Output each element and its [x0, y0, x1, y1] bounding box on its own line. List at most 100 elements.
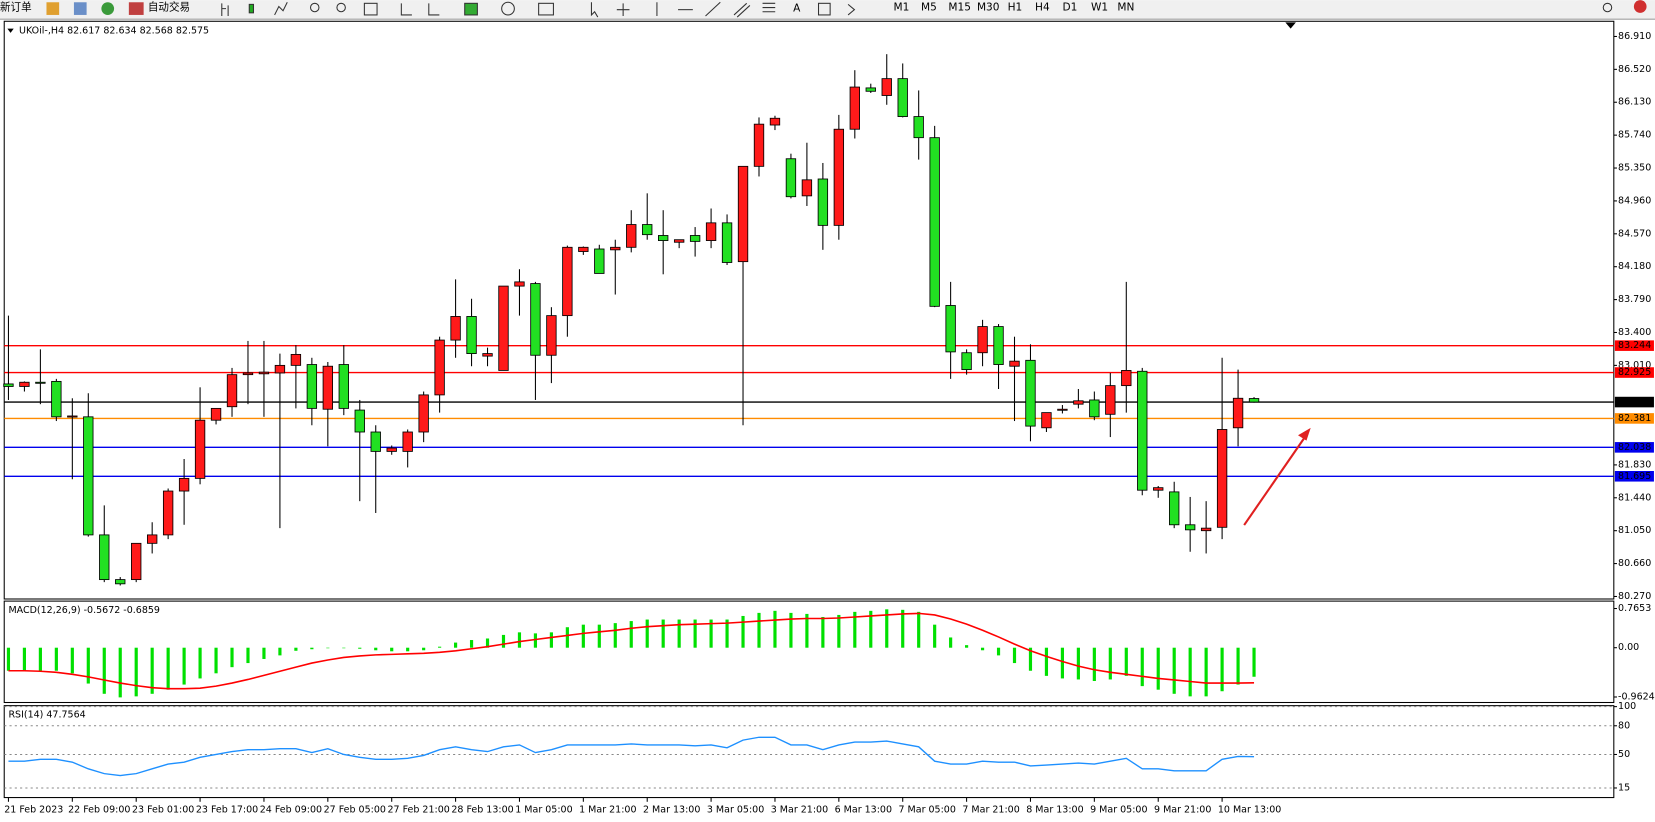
icon[interactable] — [101, 2, 115, 15]
candle-icon[interactable] — [248, 3, 255, 14]
candle-body — [482, 353, 493, 357]
period-button[interactable]: W1 — [1091, 2, 1108, 14]
candle-body — [402, 431, 413, 452]
macd-bar — [885, 609, 889, 648]
macd-bar — [933, 624, 937, 648]
macd-bar — [1028, 647, 1033, 671]
fibo-icon[interactable] — [762, 2, 776, 13]
x-tick-label: 7 Mar 05:00 — [898, 805, 955, 816]
candle-body — [626, 224, 637, 248]
macd-bar — [1252, 647, 1256, 677]
notification-badge[interactable] — [1633, 0, 1647, 13]
candle-body — [146, 534, 158, 544]
label-icon[interactable] — [817, 2, 831, 16]
macd-bar — [326, 647, 330, 649]
period-button[interactable]: MN — [1117, 2, 1134, 14]
period-button[interactable]: M5 — [921, 2, 937, 14]
candle-body — [1041, 412, 1052, 429]
candle-body — [705, 222, 717, 241]
period-button[interactable]: D1 — [1062, 2, 1077, 14]
candle-body — [210, 407, 222, 421]
candle-body — [434, 339, 445, 396]
icon[interactable] — [46, 2, 60, 15]
macd-bar — [1188, 647, 1192, 697]
candle-body — [642, 224, 653, 236]
y-tick-label: 85.350 — [1618, 163, 1651, 174]
candle-body — [833, 128, 845, 226]
candle-body — [913, 116, 924, 139]
period-button[interactable]: H1 — [1008, 2, 1023, 14]
macd-bar — [310, 647, 314, 650]
trendline-icon[interactable] — [705, 1, 721, 17]
macd-bar — [789, 612, 793, 648]
shift-icon[interactable] — [428, 3, 440, 16]
macd-bar — [805, 613, 809, 648]
x-tick-label: 10 Mar 13:00 — [1218, 805, 1281, 816]
line-chart-icon[interactable] — [274, 2, 288, 16]
macd-bar — [1012, 647, 1017, 664]
annotation-arrow — [1243, 435, 1307, 526]
candle-body — [322, 365, 334, 410]
candle-body — [51, 380, 62, 418]
auto-trading-button[interactable]: 自动交易 — [148, 1, 190, 14]
candle-body — [977, 326, 988, 354]
macd-bar — [1044, 647, 1049, 676]
text-tool[interactable]: A — [793, 3, 801, 15]
macd-bar — [262, 647, 266, 659]
macd-bar — [1124, 647, 1128, 676]
candle-body — [1184, 524, 1196, 531]
channel-icon[interactable] — [733, 2, 751, 18]
new-order-button[interactable]: 新订单 — [0, 1, 32, 14]
period-button[interactable]: M15 — [948, 2, 971, 14]
x-tick-label: 1 Mar 21:00 — [579, 805, 636, 816]
toolbar-icons — [221, 1, 1613, 18]
price-level-box — [1614, 367, 1654, 378]
price-level-box — [1614, 340, 1654, 351]
macd-bar — [150, 647, 154, 694]
charts: 86.910 86.520 86.130 85.740 85.350 84.960 84.5… — [0, 20, 1655, 822]
tile-icon[interactable] — [363, 2, 378, 16]
macd-bar — [358, 647, 362, 649]
candle-body — [1121, 370, 1132, 387]
period-button[interactable]: H4 — [1035, 2, 1050, 14]
zoom-out-icon[interactable] — [336, 2, 346, 13]
candle-body — [721, 222, 733, 263]
y-tick-label: 84.180 — [1618, 261, 1651, 272]
candle-body — [514, 281, 525, 287]
macd-bar — [581, 624, 585, 648]
candle-body — [306, 364, 318, 409]
bar-chart-icon[interactable] — [221, 3, 229, 16]
macd-bar — [757, 612, 761, 648]
icon[interactable] — [73, 2, 87, 15]
price-level-label: 83.244 — [1618, 340, 1651, 351]
macd-bar — [6, 647, 11, 671]
crosshair-icon[interactable] — [616, 3, 630, 16]
scroll-icon[interactable] — [400, 3, 412, 16]
period-button[interactable]: M30 — [977, 2, 1000, 14]
macd-bar — [597, 624, 601, 648]
panel-title: RSI(14) 47.7564 — [8, 710, 85, 721]
candle-body — [338, 364, 349, 409]
auto-trading-icon[interactable] — [128, 2, 144, 15]
candle-body — [785, 158, 797, 198]
x-tick-label: 2 Mar 13:00 — [643, 805, 700, 816]
macd-bar — [1060, 647, 1064, 679]
cursor-icon[interactable] — [590, 2, 599, 18]
macd-bar — [485, 638, 490, 648]
arrows-icon[interactable] — [847, 3, 856, 16]
macd-bar — [1236, 647, 1240, 685]
indicators-icon[interactable] — [464, 2, 478, 16]
period-button[interactable]: M1 — [894, 2, 910, 14]
price-level-label: 82.575 — [1618, 397, 1651, 408]
candle-body — [1216, 429, 1228, 528]
periods-icon[interactable] — [501, 1, 515, 16]
macd-bar — [996, 647, 1001, 656]
templates-icon[interactable] — [538, 2, 554, 16]
x-tick-label: 27 Feb 21:00 — [387, 805, 449, 816]
search-icon[interactable] — [1602, 2, 1613, 13]
macd-bar — [1092, 647, 1096, 681]
zoom-in-icon[interactable] — [309, 2, 320, 13]
macd-bar — [1204, 647, 1208, 697]
macd-bar — [917, 611, 921, 648]
macd-bar — [773, 610, 777, 648]
